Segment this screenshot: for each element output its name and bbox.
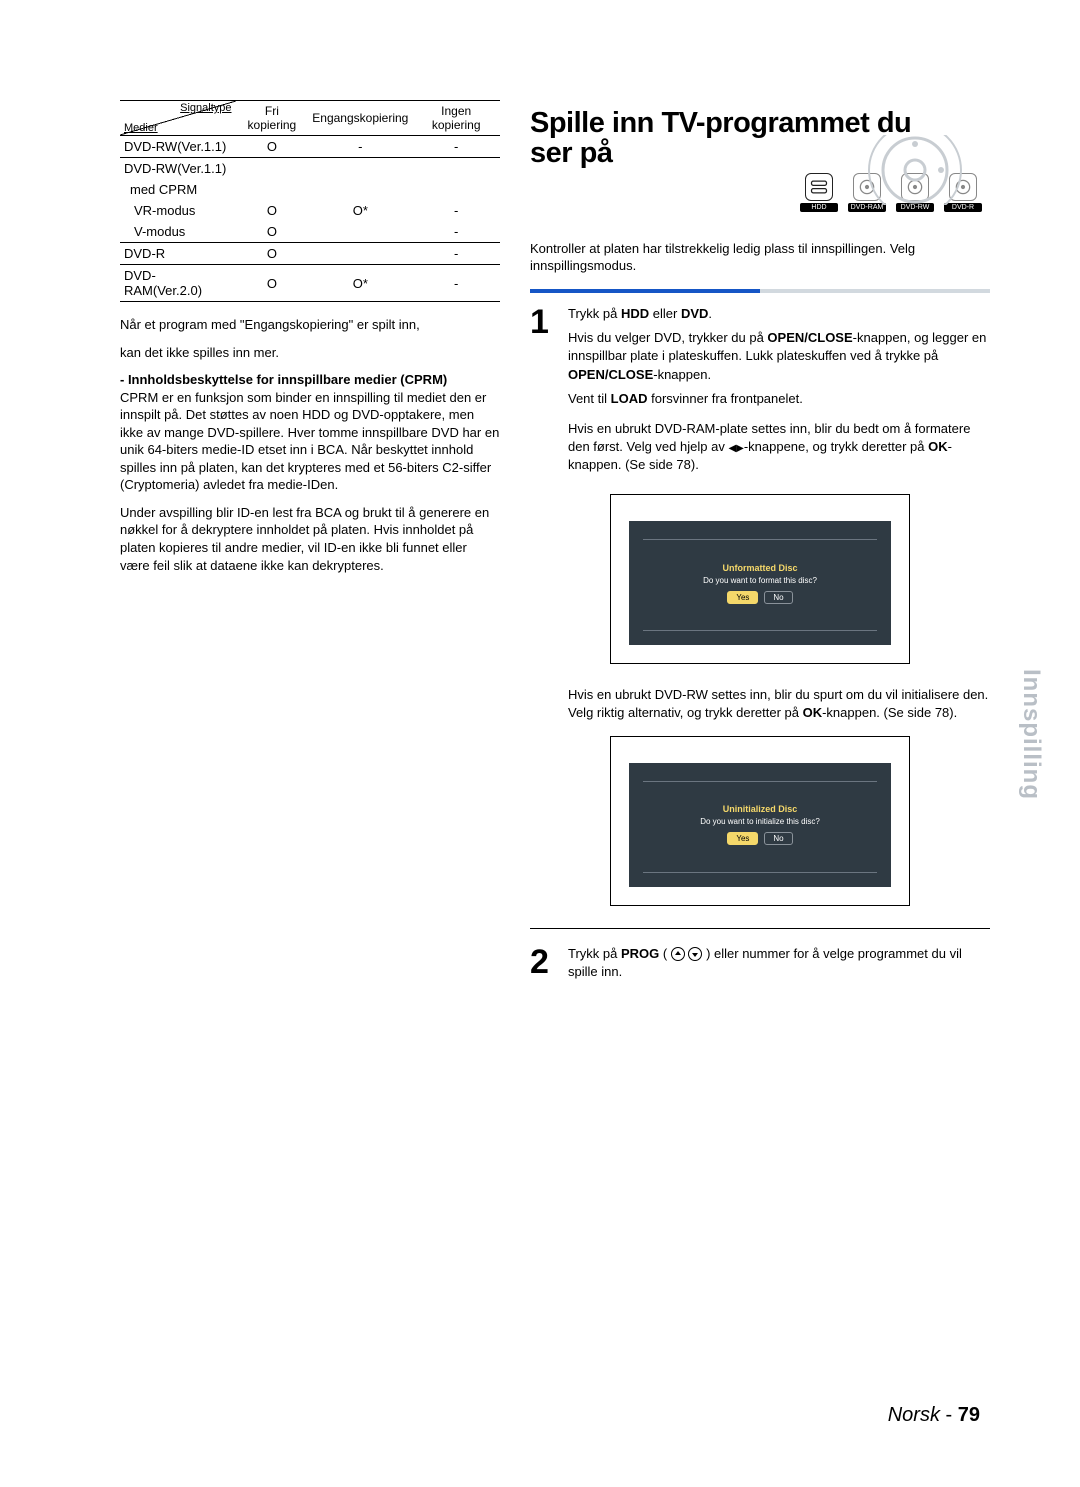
footer-page: 79 — [958, 1404, 980, 1426]
prog-up-icon — [671, 947, 685, 961]
dialog2-yes: Yes — [727, 832, 758, 845]
disc-graphic-icon — [850, 135, 980, 205]
dialog1-title: Unformatted Disc — [722, 563, 797, 573]
dialog2-title: Uninitialized Disc — [723, 804, 798, 814]
title-line2: ser på — [530, 137, 612, 169]
accent-line — [530, 289, 990, 293]
table-row: V-modus O - — [120, 221, 500, 243]
hdd-icon: HDD — [798, 173, 840, 212]
left-body: Når et program med "Engangskopiering" er… — [120, 316, 500, 574]
dialog2-no: No — [764, 832, 792, 845]
title-box: Spille inn TV-programmet du ser på HDD D… — [530, 100, 990, 230]
intro-text: Kontroller at platen har tilstrekkelig l… — [530, 240, 990, 275]
screen-mock-unformatted: Unformatted Disc Do you want to format t… — [610, 494, 910, 664]
step1-rw: Hvis en ubrukt DVD-RW settes inn, blir d… — [568, 686, 990, 721]
dialog1-question: Do you want to format this disc? — [703, 576, 817, 585]
step1-number: 1 — [530, 305, 558, 481]
table-row: med CPRM — [120, 179, 500, 200]
para-note-1: Når et program med "Engangskopiering" er… — [120, 316, 500, 334]
step1-line1: Trykk på HDD eller DVD. — [568, 305, 990, 323]
step-1: 1 Trykk på HDD eller DVD. Hvis du velger… — [530, 305, 990, 481]
step1-ram: Hvis en ubrukt DVD-RAM-plate settes inn,… — [568, 420, 990, 475]
dialog2-question: Do you want to initialize this disc? — [700, 817, 820, 826]
col-ingen: Ingen kopiering — [412, 101, 500, 136]
step2-number: 2 — [530, 945, 558, 987]
col-fri: Fri kopiering — [236, 101, 309, 136]
side-tab: Innspilling — [1017, 669, 1045, 800]
para-note-2: kan det ikke spilles inn mer. — [120, 344, 500, 362]
table-row: VR-modus O O* - — [120, 200, 500, 221]
cprm-p2: Under avspilling blir ID-en lest fra BCA… — [120, 504, 500, 574]
table-row: DVD-R O - — [120, 243, 500, 265]
header-signal: Signaltype — [180, 102, 231, 114]
table-row: DVD-RW(Ver.1.1) O - - — [120, 136, 500, 158]
prog-down-icon — [688, 947, 702, 961]
header-media: Medier — [124, 122, 158, 134]
media-table: Signaltype Medier Fri kopiering Engangsk… — [120, 100, 500, 302]
step1-line3: Vent til LOAD forsvinner fra frontpanele… — [568, 390, 990, 408]
table-row: DVD-RAM(Ver.2.0) O O* - — [120, 265, 500, 302]
dialog1-yes: Yes — [727, 591, 758, 604]
screen-mock-uninitialized: Uninitialized Disc Do you want to initia… — [610, 736, 910, 906]
separator — [530, 928, 990, 929]
step1-line2: Hvis du velger DVD, trykker du på OPEN/C… — [568, 329, 990, 384]
col-engang: Engangskopiering — [308, 101, 412, 136]
right-column: Spille inn TV-programmet du ser på HDD D… — [530, 100, 990, 1001]
step2-text: Trykk på PROG ( ) eller nummer for å vel… — [568, 945, 990, 981]
cprm-p1: CPRM er en funksjon som binder en innspi… — [120, 390, 499, 493]
cprm-heading: - Innholdsbeskyttelse for innspillbare m… — [120, 372, 447, 387]
footer-lang: Norsk — [888, 1404, 940, 1426]
step-2: 2 Trykk på PROG ( ) eller nummer for å v… — [530, 945, 990, 987]
dialog1-no: No — [764, 591, 792, 604]
table-header-diagonal: Signaltype Medier — [120, 101, 236, 136]
page-footer: Norsk - 79 — [888, 1404, 980, 1427]
table-row: DVD-RW(Ver.1.1) — [120, 158, 500, 180]
left-column: Signaltype Medier Fri kopiering Engangsk… — [120, 100, 500, 1001]
